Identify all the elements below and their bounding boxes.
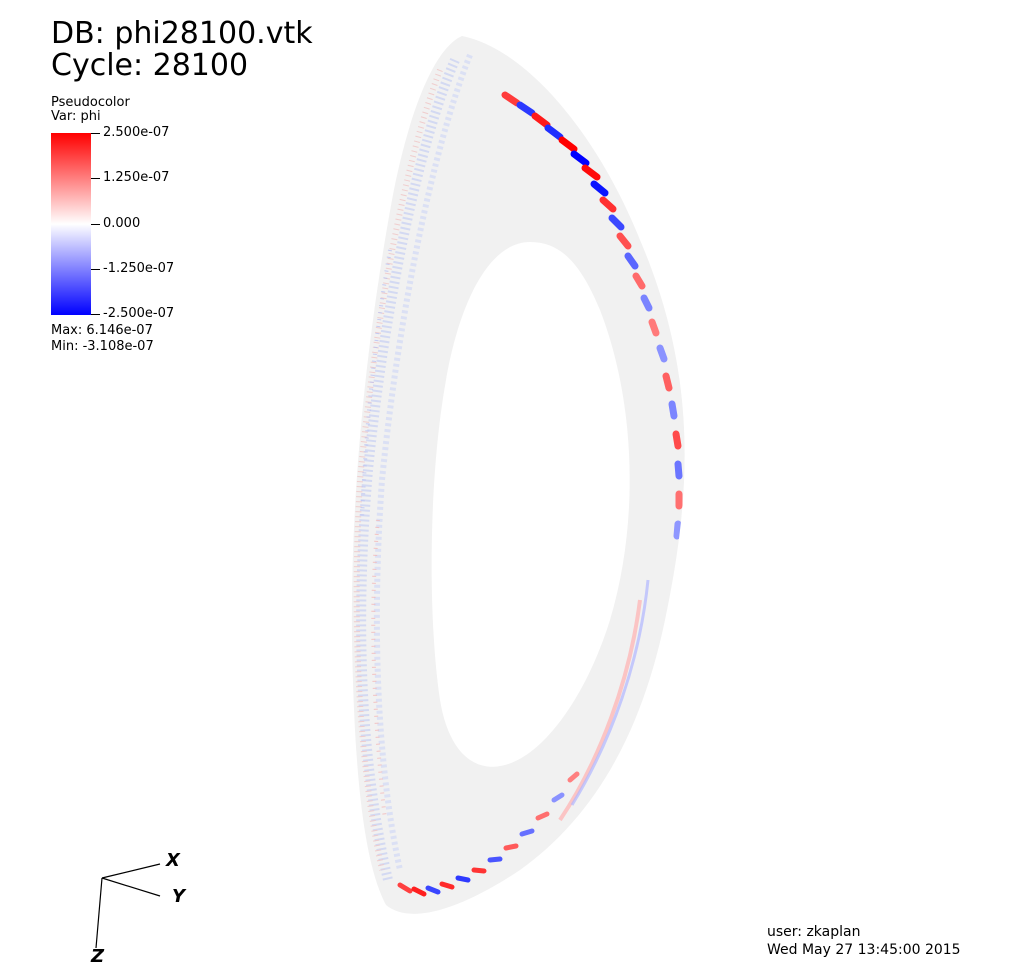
colorbar-tick	[91, 269, 100, 270]
x-axis-line	[101, 863, 161, 879]
max-value: Max: 6.146e-07	[51, 323, 153, 338]
colorbar-tick	[91, 224, 100, 225]
database-title: DB: phi28100.vtk	[51, 16, 313, 51]
legend-variable: Var: phi	[51, 109, 101, 124]
x-axis-label: X	[166, 850, 180, 871]
y-axis-line	[101, 877, 161, 897]
user-info: user: zkaplan	[767, 924, 861, 940]
cycle-title: Cycle: 28100	[51, 48, 249, 83]
colorbar-tick-label: -1.250e-07	[103, 261, 175, 276]
colorbar-tick	[91, 133, 100, 134]
colorbar-tick	[91, 178, 100, 179]
axis-triad	[95, 863, 161, 949]
colorbar-tick-label: -2.500e-07	[103, 306, 175, 321]
colorbar-tick	[91, 314, 100, 315]
colorbar-tick-label: 2.500e-07	[103, 125, 170, 140]
timestamp: Wed May 27 13:45:00 2015	[767, 942, 961, 958]
legend-plot-type: Pseudocolor	[51, 95, 130, 110]
colorbar-tick-label: 1.250e-07	[103, 170, 170, 185]
field-fluctuations	[353, 53, 683, 897]
z-axis-label: Z	[91, 946, 105, 967]
colorbar-tick-label: 0.000	[103, 216, 141, 231]
z-axis-line	[95, 877, 103, 949]
colorbar	[51, 133, 91, 315]
torus-inner-hole	[431, 242, 630, 767]
min-value: Min: -3.108e-07	[51, 339, 154, 354]
y-axis-label: Y	[172, 886, 186, 907]
